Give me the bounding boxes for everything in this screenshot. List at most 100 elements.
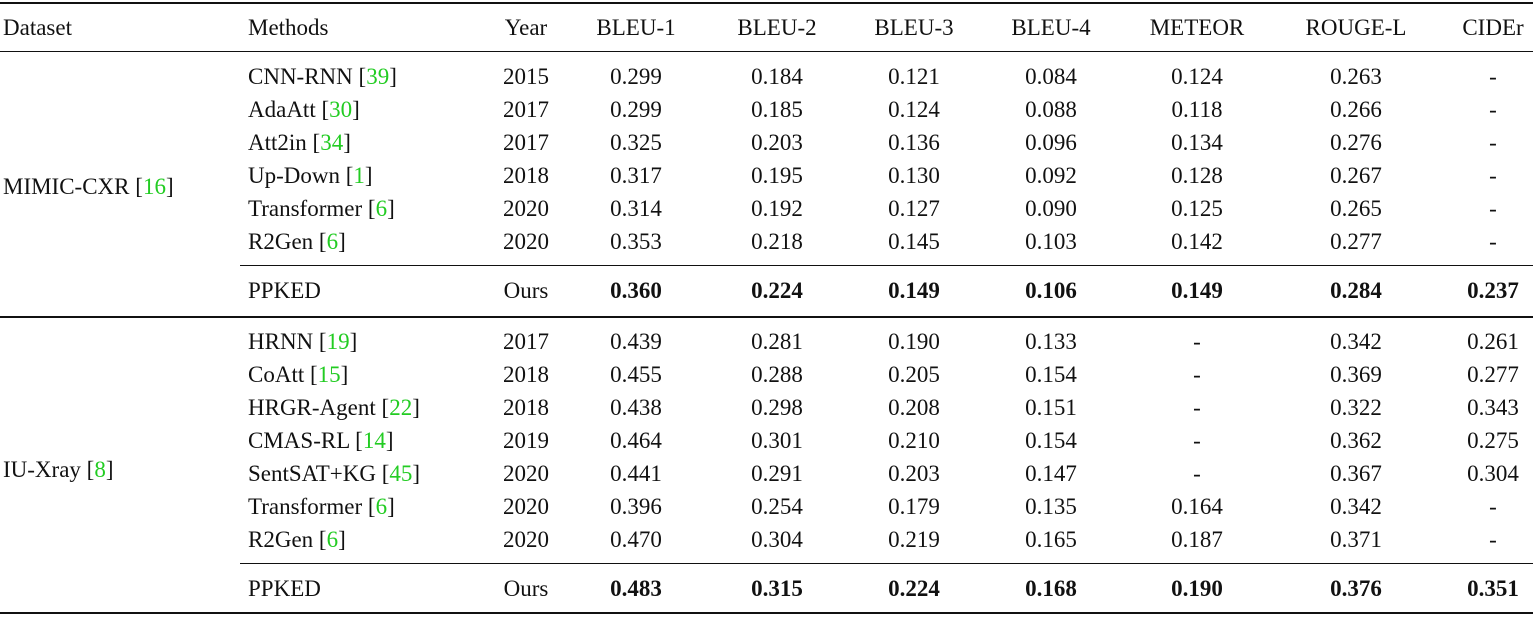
- cider-cell: 0.343: [1467, 395, 1519, 420]
- bleu4-cell: 0.090: [1025, 196, 1077, 221]
- bleu3-cell: 0.219: [888, 527, 940, 552]
- meteor-cell: -: [1193, 461, 1201, 486]
- year-cell: 2020: [503, 229, 549, 254]
- rouge-cell: 0.284: [1330, 278, 1382, 303]
- bleu4-cell: 0.151: [1025, 395, 1077, 420]
- year-cell: 2018: [503, 395, 549, 420]
- citation-link[interactable]: 39: [366, 64, 390, 89]
- meteor-cell: 0.164: [1171, 494, 1223, 519]
- bleu2-cell: 0.298: [751, 395, 803, 420]
- rouge-cell: 0.267: [1330, 163, 1382, 188]
- bleu3-cell: 0.210: [888, 428, 940, 453]
- citation-link[interactable]: 34: [320, 130, 344, 155]
- year-cell: 2020: [503, 196, 549, 221]
- meteor-cell: -: [1193, 395, 1201, 420]
- bleu3-cell: 0.127: [888, 196, 940, 221]
- bleu4-cell: 0.154: [1025, 428, 1077, 453]
- bleu1-cell: 0.396: [610, 494, 662, 519]
- year-cell: Ours: [503, 576, 549, 601]
- header-bleu1: BLEU-1: [596, 15, 676, 40]
- citation-link[interactable]: 14: [362, 428, 386, 453]
- year-cell: 2017: [503, 97, 549, 122]
- rouge-cell: 0.277: [1330, 229, 1382, 254]
- citation-link[interactable]: 45: [389, 461, 413, 486]
- meteor-cell: 0.187: [1171, 527, 1223, 552]
- dataset-label: MIMIC-CXR [16]: [3, 174, 174, 199]
- meteor-cell: 0.149: [1171, 278, 1223, 303]
- cider-cell: -: [1489, 64, 1497, 89]
- bleu1-cell: 0.464: [610, 428, 662, 453]
- bleu2-cell: 0.254: [751, 494, 803, 519]
- rouge-cell: 0.367: [1330, 461, 1382, 486]
- method-cell: PPKED: [248, 576, 321, 601]
- cider-cell: 0.304: [1467, 461, 1519, 486]
- citation-link[interactable]: 6: [375, 196, 388, 221]
- cider-cell: 0.351: [1467, 576, 1519, 601]
- bleu3-cell: 0.130: [888, 163, 940, 188]
- citation-link[interactable]: 19: [326, 329, 350, 354]
- bleu2-cell: 0.192: [751, 196, 803, 221]
- method-cell: AdaAtt [30]: [248, 97, 360, 122]
- bleu3-cell: 0.179: [888, 494, 940, 519]
- top-rule: [0, 2, 1533, 4]
- bleu3-cell: 0.203: [888, 461, 940, 486]
- bleu3-cell: 0.224: [888, 576, 940, 601]
- citation-link[interactable]: 6: [326, 229, 339, 254]
- method-cell: HRNN [19]: [248, 329, 358, 354]
- cider-cell: -: [1489, 130, 1497, 155]
- header-year: Year: [504, 15, 548, 40]
- year-cell: 2019: [503, 428, 549, 453]
- bleu2-cell: 0.291: [751, 461, 803, 486]
- bleu1-cell: 0.314: [610, 196, 662, 221]
- cider-cell: -: [1489, 196, 1497, 221]
- bleu1-cell: 0.470: [610, 527, 662, 552]
- bleu3-cell: 0.208: [888, 395, 940, 420]
- section-rule: [0, 316, 1533, 318]
- year-cell: 2015: [503, 64, 549, 89]
- bleu2-cell: 0.301: [751, 428, 803, 453]
- citation-link[interactable]: 1: [353, 163, 365, 188]
- citation-link[interactable]: 8: [94, 457, 106, 482]
- header-dataset: Dataset: [3, 15, 72, 40]
- bleu1-cell: 0.317: [610, 163, 662, 188]
- bleu1-cell: 0.455: [610, 362, 662, 387]
- year-cell: 2017: [503, 130, 549, 155]
- year-cell: 2017: [503, 329, 549, 354]
- bleu4-cell: 0.154: [1025, 362, 1077, 387]
- bleu4-cell: 0.135: [1025, 494, 1077, 519]
- bleu1-cell: 0.299: [610, 64, 662, 89]
- method-cell: R2Gen [6]: [248, 527, 346, 552]
- bleu2-cell: 0.184: [751, 64, 803, 89]
- cider-cell: 0.277: [1467, 362, 1519, 387]
- bleu2-cell: 0.218: [751, 229, 803, 254]
- citation-link[interactable]: 22: [389, 395, 413, 420]
- citation-link[interactable]: 30: [329, 97, 353, 122]
- rouge-cell: 0.265: [1330, 196, 1382, 221]
- meteor-cell: -: [1193, 329, 1201, 354]
- rouge-cell: 0.342: [1330, 329, 1382, 354]
- citation-link[interactable]: 16: [142, 174, 166, 199]
- method-cell: SentSAT+KG [45]: [248, 461, 421, 486]
- bleu2-cell: 0.304: [751, 527, 803, 552]
- bleu3-cell: 0.136: [888, 130, 940, 155]
- year-cell: 2020: [503, 461, 549, 486]
- citation-link[interactable]: 6: [375, 494, 388, 519]
- header-bleu2: BLEU-2: [737, 15, 817, 40]
- bleu3-cell: 0.149: [888, 278, 940, 303]
- bleu4-cell: 0.168: [1025, 576, 1077, 601]
- rouge-cell: 0.342: [1330, 494, 1382, 519]
- bleu3-cell: 0.124: [888, 97, 940, 122]
- citation-link[interactable]: 15: [317, 362, 341, 387]
- bleu4-cell: 0.147: [1025, 461, 1077, 486]
- bleu3-cell: 0.145: [888, 229, 940, 254]
- method-cell: CoAtt [15]: [248, 362, 349, 387]
- cider-cell: -: [1489, 527, 1497, 552]
- citation-link[interactable]: 6: [326, 527, 339, 552]
- header-rule: [0, 51, 1533, 52]
- meteor-cell: 0.124: [1171, 64, 1223, 89]
- header-meteor: METEOR: [1149, 15, 1245, 40]
- bleu1-cell: 0.360: [610, 278, 662, 303]
- header-rouge: ROUGE-L: [1305, 15, 1407, 40]
- method-cell: R2Gen [6]: [248, 229, 346, 254]
- method-cell: Transformer [6]: [248, 196, 395, 221]
